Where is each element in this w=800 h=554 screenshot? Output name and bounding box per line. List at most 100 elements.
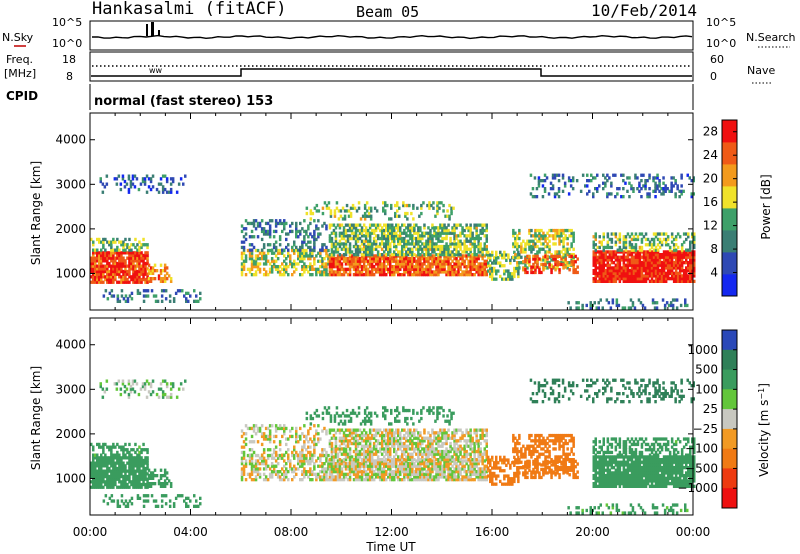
power-cell (260, 227, 264, 231)
power-cell (354, 270, 358, 274)
freq-label-line2: [MHz] (4, 67, 36, 80)
power-cell (513, 266, 516, 271)
power-cell (487, 269, 490, 273)
velocity-cell (389, 462, 392, 466)
power-cell (447, 228, 450, 233)
power-cell (562, 231, 565, 235)
velocity-cell (303, 467, 306, 471)
velocity-cell (153, 474, 157, 478)
velocity-cell (297, 434, 300, 439)
power-cell (389, 231, 392, 235)
velocity-cell (350, 467, 354, 471)
power-cell (612, 173, 615, 177)
power-cell (146, 253, 149, 258)
power-cell (528, 239, 531, 243)
velocity-cell (147, 382, 151, 386)
power-cell (289, 259, 292, 263)
power-cell (268, 224, 272, 228)
power-cell (387, 242, 390, 246)
power-cell (439, 247, 442, 251)
power-cell (313, 248, 316, 253)
velocity-cell (301, 470, 304, 474)
power-cell (328, 270, 332, 274)
velocity-cell (108, 485, 111, 489)
power-cell (334, 273, 338, 277)
velocity-cell (108, 482, 111, 487)
power-cell (483, 267, 486, 271)
velocity-cell (321, 475, 324, 479)
power-cell (693, 274, 696, 278)
power-cell (642, 250, 646, 254)
power-cell (311, 251, 314, 255)
power-cell (674, 261, 678, 265)
power-cell (437, 265, 440, 269)
power-cell (431, 250, 434, 254)
power-cell (262, 227, 266, 231)
power-cell (624, 277, 628, 281)
power-cell (242, 265, 246, 269)
power-cell (562, 242, 565, 246)
velocity-cell (156, 504, 160, 508)
power-cell (315, 224, 318, 228)
power-cell (169, 182, 173, 186)
velocity-cell (274, 459, 278, 463)
power-cell (686, 303, 689, 308)
power-cell (558, 239, 561, 243)
power-cell (338, 253, 342, 257)
power-cell (622, 263, 626, 267)
power-cell (417, 226, 420, 230)
power-cell (305, 248, 308, 253)
power-cell (332, 262, 336, 266)
velocity-cell (383, 472, 386, 476)
power-cell (403, 253, 406, 257)
power-cell (685, 277, 688, 281)
velocity-cell (252, 450, 256, 455)
power-cell (374, 257, 378, 261)
power-cell (497, 269, 500, 273)
power-cell (652, 237, 656, 242)
velocity-cell (124, 448, 127, 452)
noise-right-tick-top: 10^5 (706, 16, 736, 29)
power-cell (528, 231, 531, 235)
power-cell (499, 250, 502, 254)
power-cell (380, 228, 384, 233)
power-cell (258, 267, 262, 271)
power-cell (176, 289, 180, 293)
power-cell (536, 254, 539, 258)
power-cell (680, 266, 684, 270)
power-cell (305, 243, 308, 247)
power-cell (626, 258, 630, 262)
velocity-cell (370, 478, 374, 482)
power-cell (250, 273, 254, 277)
power-cell (389, 223, 392, 227)
velocity-cell (307, 432, 310, 436)
power-cell (455, 242, 458, 246)
velocity-cell (143, 384, 147, 389)
power-colorbar-segment (722, 274, 737, 297)
power-cell (330, 250, 334, 254)
power-cell (344, 242, 348, 246)
velocity-cell (301, 453, 304, 458)
power-cell (128, 269, 131, 274)
power-cell (110, 256, 113, 260)
power-cell (100, 253, 103, 258)
power-cell (409, 259, 412, 263)
power-cell (368, 239, 372, 243)
power-cell (365, 201, 369, 205)
power-cell (604, 258, 608, 262)
power-cell (94, 269, 97, 274)
power-cell (553, 176, 557, 180)
power-cell (626, 266, 630, 270)
power-cell (644, 243, 648, 247)
power-cell (654, 184, 657, 188)
power-cell (676, 253, 680, 257)
power-cell (630, 187, 633, 191)
power-cell (102, 294, 106, 298)
velocity-cell (391, 478, 394, 482)
power-cell (538, 236, 541, 241)
power-cell (94, 264, 97, 268)
power-cell (356, 273, 360, 277)
power-cell (338, 242, 342, 246)
power-cell (515, 266, 518, 271)
velocity-cell (287, 448, 290, 452)
